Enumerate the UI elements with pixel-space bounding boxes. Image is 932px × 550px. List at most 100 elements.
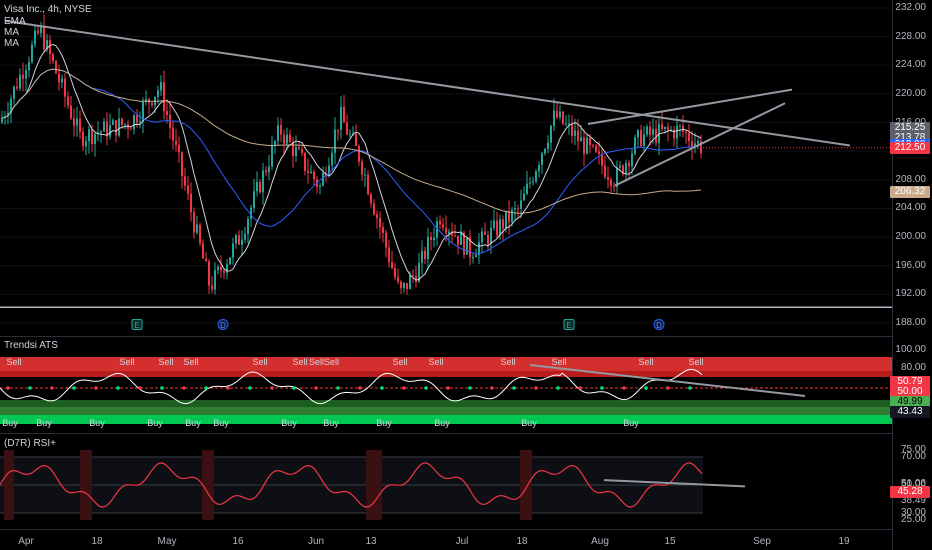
candle-body — [514, 208, 516, 210]
candle-body — [376, 214, 378, 219]
candle-body — [22, 74, 24, 79]
earnings-event-icon[interactable]: E — [131, 319, 143, 330]
candle-body — [622, 165, 624, 175]
candle-body — [196, 224, 198, 233]
trendsi-dot — [600, 386, 604, 390]
dividend-event-icon[interactable]: D — [653, 319, 665, 330]
candle-body — [688, 132, 690, 142]
rsi-axis-label: 30.00 — [900, 507, 926, 518]
buy-signal: Buy — [2, 418, 18, 428]
trendsi-badge: 43.43 — [890, 406, 930, 418]
ma-legend-2[interactable]: MA — [4, 38, 19, 49]
ema-line — [1, 68, 702, 255]
candle-body — [292, 141, 294, 157]
candle-body — [451, 231, 453, 236]
price-axis-label: 196.00 — [895, 259, 926, 271]
candle-body — [160, 82, 162, 91]
candle-body — [484, 231, 486, 235]
time-axis-label: 18 — [91, 536, 103, 547]
trendsi-title[interactable]: Trendsi ATS — [4, 340, 58, 351]
candle-body — [115, 120, 117, 136]
candle-body — [124, 124, 126, 126]
trendsi-dot — [622, 386, 626, 390]
price-axis-label: 220.00 — [895, 87, 926, 99]
candle-body — [157, 90, 159, 97]
candle-body — [172, 127, 174, 141]
candle-body — [370, 194, 372, 204]
trendsi-dot — [578, 386, 582, 390]
earnings-event-icon[interactable]: E — [563, 319, 575, 330]
rsi-axis-label: 25.00 — [900, 514, 926, 525]
candle-body — [43, 26, 45, 50]
ma-long-line — [1, 68, 702, 214]
candle-body — [49, 40, 51, 55]
sell-signal: Sell — [119, 357, 135, 367]
price-axis-label: 228.00 — [895, 30, 926, 42]
candle-body — [361, 161, 363, 175]
candle-body — [34, 30, 36, 45]
candle-body — [136, 115, 138, 123]
candle-body — [565, 123, 567, 125]
buy-signal: Buy — [89, 418, 105, 428]
candle-body — [340, 106, 342, 130]
candle-body — [37, 30, 39, 34]
candle-body — [430, 236, 432, 241]
candle-body — [7, 112, 9, 117]
candle-body — [700, 141, 702, 154]
candle-body — [553, 110, 555, 126]
sell-signal: Sell — [688, 357, 704, 367]
rsi-axis-label: 70.00 — [900, 451, 926, 462]
candle-body — [391, 262, 393, 269]
ma-legend-1[interactable]: MA — [4, 27, 19, 38]
trendsi-dot — [182, 386, 186, 390]
candle-body — [520, 200, 522, 209]
candle-body — [508, 210, 510, 222]
candle-body — [175, 140, 177, 145]
rsi-badge: 45.28 — [890, 485, 930, 498]
candle-body — [13, 86, 15, 99]
candle-body — [112, 120, 114, 125]
candle-body — [472, 257, 474, 259]
trendsi-dot — [402, 386, 406, 390]
wedge-lower-line — [614, 102, 786, 187]
pane-divider-1[interactable] — [0, 336, 892, 337]
candle-body — [619, 165, 621, 168]
candle-body — [295, 147, 297, 157]
candle-body — [469, 237, 471, 258]
candle-body — [232, 243, 234, 258]
price-axis-divider — [892, 0, 893, 550]
ema-legend[interactable]: EMA — [4, 16, 26, 27]
candle-body — [436, 221, 438, 238]
rsi-shade — [202, 450, 214, 520]
candle-body — [304, 152, 306, 172]
trendsi-dot — [314, 386, 318, 390]
trendsi-trendline — [529, 364, 806, 397]
candle-body — [457, 235, 459, 245]
trendsi-dot — [94, 386, 98, 390]
candle-body — [586, 137, 588, 154]
candle-body — [277, 125, 279, 142]
candle-body — [673, 129, 675, 139]
candle-body — [589, 137, 591, 146]
candle-body — [637, 130, 639, 138]
price-axis-label: 208.00 — [895, 173, 926, 185]
dividend-event-icon[interactable]: D — [217, 319, 229, 330]
candle-body — [199, 224, 201, 244]
rsi-title[interactable]: (D7R) RSI+ — [4, 438, 56, 449]
candle-body — [694, 143, 696, 148]
symbol-legend[interactable]: Visa Inc., 4h, NYSE — [4, 4, 92, 15]
candle-body — [529, 182, 531, 184]
candle-body — [94, 133, 96, 145]
candle-body — [388, 247, 390, 263]
price-axis-label: 224.00 — [895, 59, 926, 71]
candle-body — [91, 129, 93, 145]
rsi-shade — [520, 450, 532, 520]
candle-body — [337, 129, 339, 131]
price-axis-label: 188.00 — [895, 317, 926, 328]
pane-divider-2[interactable] — [0, 433, 892, 434]
candle-body — [274, 141, 276, 145]
trendsi-dot — [688, 386, 692, 390]
price-chart-canvas[interactable] — [0, 0, 892, 550]
candle-body — [403, 283, 405, 289]
